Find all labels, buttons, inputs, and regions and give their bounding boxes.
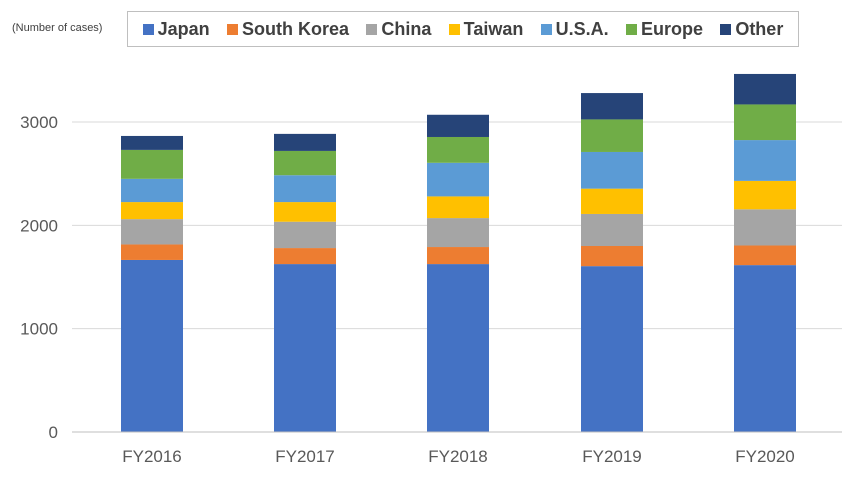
bar-segment-south-korea-fy2020: [734, 245, 796, 266]
axes: 0 1000 2000 3000 FY2016 FY2017 FY2018 FY2019 FY2…: [20, 113, 842, 466]
bar-segment-u-s-a-fy2016: [121, 178, 183, 203]
bar-segment-taiwan-fy2020: [734, 180, 796, 210]
legend-label-other: Other: [735, 18, 784, 39]
bar-segment-japan-fy2017: [274, 264, 336, 432]
chart-legend: Japan South Korea China Taiwan U.S.A. Eu…: [127, 11, 799, 47]
legend-item-europe: Europe: [625, 18, 703, 40]
bar-segment-japan-fy2016: [121, 259, 183, 432]
legend-swatch-usa: [540, 23, 552, 35]
legend-label-japan: Japan: [157, 18, 210, 39]
legend-label-usa: U.S.A.: [555, 18, 609, 39]
legend-swatch-china: [366, 23, 378, 35]
bar-segment-taiwan-fy2017: [274, 202, 336, 222]
y-tick-label: 0: [49, 423, 58, 442]
legend-label-south-korea: South Korea: [242, 18, 350, 39]
legend-label-europe: Europe: [640, 18, 703, 39]
bar-segment-europe-fy2018: [427, 136, 489, 163]
x-tick-label: FY2018: [428, 447, 488, 466]
bar-segment-europe-fy2020: [734, 104, 796, 141]
bar-segment-other-fy2020: [734, 73, 796, 105]
legend-swatch-japan: [142, 23, 154, 35]
bar-segment-china-fy2019: [581, 213, 643, 246]
legend-swatch-europe: [625, 23, 637, 35]
bar-segment-u-s-a-fy2017: [274, 175, 336, 203]
bar-segment-taiwan-fy2016: [121, 202, 183, 220]
bar-segment-other-fy2018: [427, 114, 489, 137]
bar-segment-japan-fy2020: [734, 265, 796, 432]
bar-segment-south-korea-fy2016: [121, 244, 183, 260]
bar-segment-japan-fy2019: [581, 266, 643, 432]
y-tick-label: 1000: [20, 320, 58, 339]
legend-item-taiwan: Taiwan: [448, 18, 524, 40]
y-tick-label: 2000: [20, 216, 58, 235]
bar-segment-china-fy2018: [427, 218, 489, 248]
bar-segment-europe-fy2019: [581, 119, 643, 152]
x-tick-label: FY2017: [275, 447, 335, 466]
bar-segment-japan-fy2018: [427, 264, 489, 432]
bar-segment-other-fy2019: [581, 93, 643, 120]
legend-item-other: Other: [720, 19, 783, 40]
bar-segment-south-korea-fy2017: [274, 248, 336, 265]
legend-swatch-other: [720, 23, 732, 35]
legend-item-china: China: [366, 19, 431, 40]
legend-item-usa: U.S.A.: [540, 18, 609, 40]
bar-segment-taiwan-fy2019: [581, 188, 643, 214]
bar-segment-europe-fy2017: [274, 150, 336, 176]
bar-segment-u-s-a-fy2018: [427, 162, 489, 197]
legend-item-japan: Japan: [142, 18, 210, 40]
bar-segment-europe-fy2016: [121, 149, 183, 179]
bar-segment-china-fy2020: [734, 209, 796, 246]
legend-item-south-korea: South Korea: [227, 19, 349, 40]
bar-segment-u-s-a-fy2019: [581, 151, 643, 189]
y-tick-label: 3000: [20, 113, 58, 132]
y-axis-unit-label: (Number of cases): [12, 22, 103, 34]
bar-segment-china-fy2017: [274, 221, 336, 249]
legend-label-china: China: [381, 18, 432, 39]
bars: [121, 73, 796, 432]
x-tick-label: FY2019: [582, 447, 642, 466]
bar-segment-china-fy2016: [121, 219, 183, 245]
x-tick-label: FY2020: [735, 447, 795, 466]
bar-segment-south-korea-fy2019: [581, 246, 643, 267]
legend-label-taiwan: Taiwan: [463, 18, 524, 39]
legend-swatch-south-korea: [227, 23, 238, 35]
bar-segment-u-s-a-fy2020: [734, 140, 796, 181]
bar-segment-south-korea-fy2018: [427, 247, 489, 265]
bar-segment-taiwan-fy2018: [427, 196, 489, 219]
legend-swatch-taiwan: [448, 23, 460, 35]
bar-segment-other-fy2016: [121, 135, 183, 150]
x-tick-label: FY2016: [122, 447, 182, 466]
bar-segment-other-fy2017: [274, 133, 336, 151]
